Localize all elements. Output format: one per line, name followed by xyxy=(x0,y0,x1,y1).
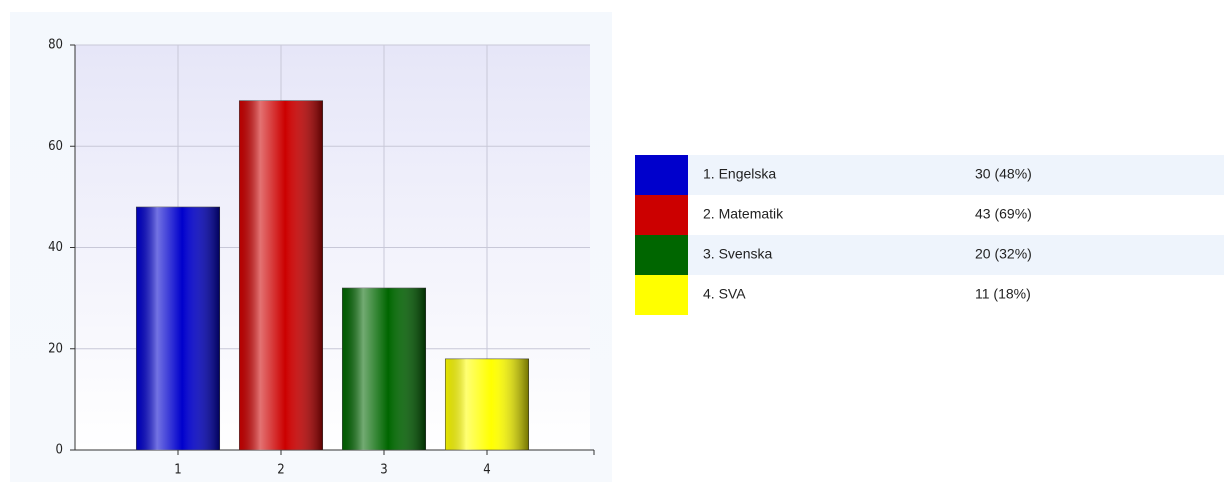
legend-label: 2. Matematik xyxy=(703,206,784,222)
legend-value: 43 (69%) xyxy=(975,206,1032,222)
legend-label: 1. Engelska xyxy=(703,166,776,182)
legend-value: 11 (18%) xyxy=(975,286,1031,302)
legend-swatch xyxy=(635,235,688,275)
y-tick-label: 80 xyxy=(48,38,63,53)
x-tick-label: 4 xyxy=(483,463,490,478)
y-tick-label: 0 xyxy=(56,443,63,458)
bar-shine xyxy=(239,100,323,450)
bar-shine xyxy=(445,358,529,450)
legend-swatch xyxy=(635,195,688,235)
legend-swatch xyxy=(635,275,688,315)
legend-label: 4. SVA xyxy=(703,286,746,302)
legend-swatch xyxy=(635,155,688,195)
bar-shine xyxy=(342,288,426,450)
y-tick-label: 20 xyxy=(48,341,63,356)
legend-value: 20 (32%) xyxy=(975,246,1032,262)
legend-value: 30 (48%) xyxy=(975,166,1032,182)
bar-shine xyxy=(136,207,220,450)
x-tick-label: 2 xyxy=(277,463,284,478)
legend-row-background xyxy=(635,235,1224,275)
x-tick-label: 3 xyxy=(380,463,387,478)
legend-label: 3. Svenska xyxy=(703,246,772,262)
y-tick-label: 40 xyxy=(48,240,63,255)
legend-row-background xyxy=(635,155,1224,195)
x-tick-label: 1 xyxy=(174,463,181,478)
y-tick-label: 60 xyxy=(48,139,63,154)
